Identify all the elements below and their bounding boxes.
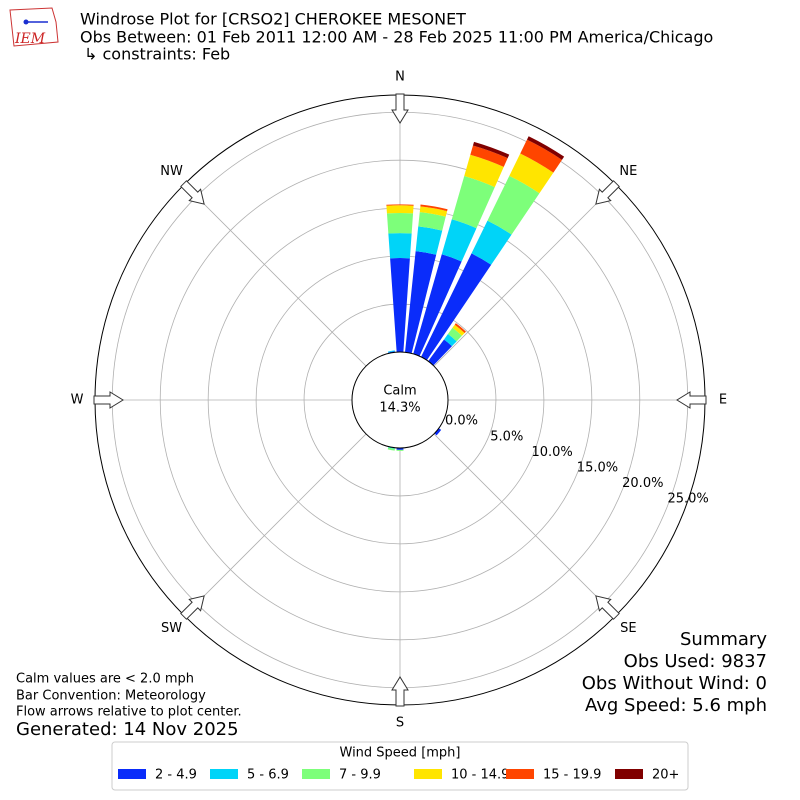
summary: Summary <box>680 629 767 650</box>
legend-label: 7 - 9.9 <box>339 768 381 783</box>
direction-label: NE <box>619 164 637 179</box>
spoke <box>184 184 367 367</box>
note: Bar Convention: Meteorology <box>16 689 206 704</box>
summary: Obs Without Wind: 0 <box>582 673 767 694</box>
wedge <box>419 206 448 217</box>
wedge <box>428 339 452 366</box>
legend-swatch <box>302 769 330 779</box>
legend-swatch <box>615 769 643 779</box>
legend-title: Wind Speed [mph] <box>340 746 461 761</box>
wedge <box>472 141 510 159</box>
r-tick-label: 5.0% <box>490 429 523 444</box>
wedge <box>452 324 465 336</box>
calm-value: 14.3% <box>379 401 420 416</box>
wedge <box>509 153 554 194</box>
wedge <box>415 226 443 255</box>
note: Flow arrows relative to plot center. <box>16 705 242 720</box>
summary: Obs Used: 9837 <box>624 651 767 672</box>
direction-label: SW <box>161 621 182 636</box>
logo-outline <box>9 7 59 47</box>
flow-arrow <box>595 180 620 205</box>
wedge <box>396 449 404 451</box>
wedge <box>520 139 562 173</box>
wedge <box>434 428 442 436</box>
logo-text: IEM <box>14 31 46 47</box>
spoke <box>433 433 616 616</box>
legend-swatch <box>118 769 146 779</box>
wedge <box>418 212 446 231</box>
wedge <box>388 233 412 259</box>
wedge <box>386 204 414 206</box>
wedge <box>405 251 437 354</box>
r-tick-label: 15.0% <box>577 460 618 475</box>
flow-arrow <box>180 595 205 620</box>
wedge <box>471 220 512 265</box>
wedge <box>451 175 495 229</box>
flow-arrow <box>676 391 707 409</box>
flow-arrow <box>595 595 620 620</box>
legend-label: 15 - 19.9 <box>543 768 601 783</box>
wedge <box>464 154 504 188</box>
logo: IEM <box>9 7 59 47</box>
calm-label: Calm <box>383 384 416 399</box>
summary: Avg Speed: 5.6 mph <box>585 695 767 716</box>
wedge <box>386 212 414 234</box>
legend-box <box>111 741 689 791</box>
flow-arrow <box>93 391 124 409</box>
legend-label: 5 - 6.9 <box>247 768 289 783</box>
plot: 0.0% 5.0% 10.0% 15.0% 20.0% 25.0% N NE E SE S SW W NW… <box>71 70 728 731</box>
wedge <box>443 334 457 347</box>
wedge <box>470 145 508 167</box>
direction-label: SE <box>620 621 636 636</box>
wedge <box>387 350 395 353</box>
note: Calm values are < 2.0 mph <box>16 672 194 687</box>
wedge <box>454 323 466 334</box>
direction-label: NW <box>160 164 183 179</box>
wedge <box>386 205 414 214</box>
legend: 2 - 4.9 5 - 6.9 7 - 9.9 10 - 14.9 15 - 19.9 2… <box>118 768 679 783</box>
generated: Generated: 14 Nov 2025 <box>16 719 239 740</box>
grid-ring <box>159 159 641 641</box>
wedge <box>387 447 395 451</box>
r-tick-label: 10.0% <box>531 445 572 460</box>
direction-label: W <box>71 393 84 408</box>
legend-label: 20+ <box>652 768 679 783</box>
legend-label: 10 - 14.9 <box>451 768 509 783</box>
spoke <box>184 433 367 616</box>
direction-label: S <box>396 716 404 731</box>
r-tick-label: 20.0% <box>622 476 663 491</box>
direction-label: N <box>395 70 405 85</box>
legend-swatch <box>210 769 238 779</box>
wedge <box>420 204 448 212</box>
legend-swatch <box>506 769 534 779</box>
legend-swatch <box>414 769 442 779</box>
spoke <box>433 184 616 367</box>
flow-arrow <box>391 676 409 707</box>
r-tick-label: 0.0% <box>445 414 478 429</box>
chart-constraints: ↳ constraints: Feb <box>84 45 230 64</box>
wedge <box>526 136 565 160</box>
flow-arrow <box>391 93 409 124</box>
chart-title: Windrose Plot for [CRSO2] CHEROKEE MESON… <box>80 10 466 29</box>
legend-label: 2 - 4.9 <box>155 768 197 783</box>
wedge <box>421 253 492 361</box>
direction-label: E <box>719 393 727 408</box>
wedge <box>447 327 462 342</box>
wedge <box>390 258 410 353</box>
flow-arrow <box>180 180 205 205</box>
r-tick-label: 25.0% <box>667 492 708 507</box>
wedge <box>487 175 540 235</box>
wedge <box>413 254 462 357</box>
calm-circle <box>351 351 449 449</box>
wedge <box>441 219 477 262</box>
chart-subtitle: Obs Between: 01 Feb 2011 12:00 AM - 28 F… <box>80 28 713 47</box>
